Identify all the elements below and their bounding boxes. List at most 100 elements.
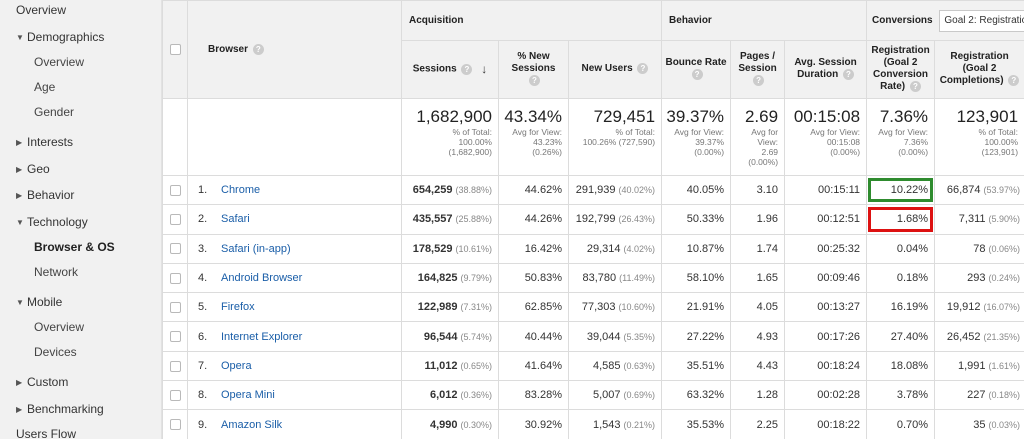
- sidebar-item-browser-os[interactable]: Browser & OS: [0, 236, 161, 258]
- sessions-value: 6,012: [429, 389, 458, 402]
- sessions-percent: (7.31%): [460, 302, 492, 313]
- caret-down-icon[interactable]: ▼: [16, 217, 24, 227]
- select-all-checkbox[interactable]: [169, 43, 181, 55]
- browser-link[interactable]: Firefox: [221, 301, 255, 314]
- sidebar-item-technology[interactable]: ▼ Technology: [0, 211, 161, 233]
- sidebar-item-network[interactable]: Network: [0, 261, 161, 283]
- browser-link[interactable]: Safari (in-app): [221, 242, 291, 255]
- sidebar-item-gender[interactable]: Gender: [0, 101, 161, 123]
- sessions-value: 122,989: [417, 301, 458, 314]
- col-header-pages-session[interactable]: Pages / Session ?: [730, 40, 786, 99]
- sessions-value: 96,544: [423, 330, 458, 343]
- row-index: 2.: [198, 213, 208, 226]
- col-header-new-users[interactable]: New Users ?: [567, 40, 663, 99]
- table-row: 6. Internet Explorer 96,544 (5.74%) 40.44% 39…: [162, 321, 1024, 352]
- browser-link[interactable]: Chrome: [221, 184, 261, 197]
- help-icon[interactable]: ?: [691, 69, 703, 81]
- totals-subtext: % of Total:: [452, 127, 492, 137]
- bounce-rate-cell: 10.87%: [661, 233, 732, 264]
- row-checkbox[interactable]: [169, 243, 181, 255]
- help-icon[interactable]: ?: [461, 63, 473, 75]
- row-checkbox[interactable]: [169, 419, 181, 431]
- caret-right-icon[interactable]: ▶: [16, 164, 23, 174]
- col-header-avg-duration[interactable]: Avg. Session Duration ?: [784, 40, 868, 99]
- sidebar-item-custom[interactable]: ▶ Custom: [0, 371, 161, 393]
- row-checkbox[interactable]: [169, 214, 181, 226]
- browser-link[interactable]: Safari: [221, 213, 250, 226]
- totals-value: 2.69: [744, 107, 779, 126]
- row-checkbox[interactable]: [169, 331, 181, 343]
- browser-cell: 8. Opera Mini: [187, 380, 402, 411]
- table-row: 2. Safari 435,557 (25.88%) 44.26% 192,799 (26.…: [162, 204, 1024, 235]
- sidebar-item-geo[interactable]: ▶ Geo: [0, 158, 161, 180]
- goal-select-dropdown[interactable]: Goal 2: Registration: [939, 9, 1024, 32]
- sidebar-item-devices[interactable]: Devices: [0, 341, 161, 363]
- sidebar-item-mobile[interactable]: ▼ Mobile: [0, 291, 161, 313]
- sidebar-item-label: Devices: [34, 345, 77, 359]
- row-checkbox[interactable]: [169, 360, 181, 372]
- sessions-percent: (0.36%): [460, 390, 492, 401]
- sidebar-item-users-flow[interactable]: Users Flow: [0, 423, 161, 439]
- help-icon[interactable]: ?: [529, 75, 540, 87]
- caret-right-icon[interactable]: ▶: [16, 190, 23, 200]
- totals-subtext: (0.00%): [830, 147, 861, 157]
- col-header-completions[interactable]: Registration (Goal 2 Completions) ?: [934, 40, 1024, 99]
- col-header-new-sessions[interactable]: % New Sessions ?: [498, 40, 569, 99]
- browser-link[interactable]: Opera: [221, 359, 252, 372]
- caret-right-icon[interactable]: ▶: [16, 377, 23, 387]
- sidebar-item-benchmarking[interactable]: ▶ Benchmarking: [0, 398, 161, 420]
- sessions-cell: 11,012 (0.65%): [401, 350, 499, 382]
- help-icon[interactable]: ?: [909, 81, 921, 93]
- totals-subtext: 7.36%: [903, 137, 929, 147]
- browser-cell: 3. Safari (in-app): [187, 233, 402, 264]
- sidebar-item-overview[interactable]: Overview: [0, 0, 161, 21]
- sidebar-item-behavior[interactable]: ▶ Behavior: [0, 184, 161, 206]
- row-checkbox[interactable]: [169, 184, 181, 196]
- conversion-rate-value: 0.18%: [896, 272, 929, 285]
- row-checkbox[interactable]: [169, 301, 181, 313]
- sidebar-item-label: Overview: [34, 55, 85, 69]
- new-sessions-cell: 16.42%: [498, 233, 569, 264]
- col-header-conversion-rate[interactable]: Registration (Goal 2 Conversion Rate) ?: [866, 40, 936, 99]
- help-icon[interactable]: ?: [842, 69, 854, 81]
- help-icon[interactable]: ?: [1008, 75, 1020, 87]
- sort-desc-icon[interactable]: ↓: [481, 62, 488, 77]
- caret-down-icon[interactable]: ▼: [16, 297, 24, 307]
- sidebar-item-interests[interactable]: ▶ Interests: [0, 131, 161, 153]
- avg-duration-cell: 00:18:22: [784, 409, 868, 439]
- new-users-percent: (0.21%): [623, 419, 656, 430]
- col-header-bounce-rate[interactable]: Bounce Rate ?: [661, 40, 732, 99]
- sidebar-item-overview[interactable]: Overview: [0, 316, 161, 338]
- row-checkbox[interactable]: [169, 389, 181, 401]
- bounce-rate-cell: 35.53%: [661, 409, 732, 439]
- browser-link[interactable]: Amazon Silk: [221, 418, 283, 431]
- sidebar-item-age[interactable]: Age: [0, 76, 161, 98]
- header-line: % New: [517, 51, 550, 63]
- conversion-rate-value: 1.68%: [896, 213, 929, 226]
- browser-link[interactable]: Opera Mini: [221, 389, 275, 402]
- help-icon[interactable]: ?: [252, 43, 264, 55]
- browser-cell: 2. Safari: [187, 204, 402, 235]
- row-index: 5.: [198, 301, 208, 314]
- sidebar-item-overview[interactable]: Overview: [0, 51, 161, 73]
- totals-value: 43.34%: [504, 107, 562, 126]
- new-users-cell: 1,543 (0.21%): [567, 409, 663, 439]
- caret-down-icon[interactable]: ▼: [16, 32, 24, 42]
- totals-subtext: 2.69: [761, 147, 779, 157]
- sessions-percent: (5.74%): [460, 331, 492, 342]
- caret-right-icon[interactable]: ▶: [16, 137, 23, 147]
- help-icon[interactable]: ?: [637, 63, 649, 75]
- dimension-header[interactable]: Browser ?: [187, 0, 402, 99]
- header-line: Registration: [950, 51, 1009, 63]
- new-users-value: 77,303: [581, 301, 616, 314]
- sessions-cell: 6,012 (0.36%): [401, 380, 499, 411]
- browser-link[interactable]: Android Browser: [221, 272, 303, 285]
- conversion-rate-value: 0.04%: [896, 242, 929, 255]
- browser-link[interactable]: Internet Explorer: [221, 330, 303, 343]
- caret-right-icon[interactable]: ▶: [16, 404, 23, 414]
- completions-cell: 66,874 (53.97%): [934, 174, 1024, 206]
- sidebar-item-demographics[interactable]: ▼ Demographics: [0, 26, 161, 48]
- help-icon[interactable]: ?: [753, 75, 765, 87]
- col-header-sessions[interactable]: Sessions ? ↓: [401, 40, 499, 99]
- row-checkbox[interactable]: [169, 272, 181, 284]
